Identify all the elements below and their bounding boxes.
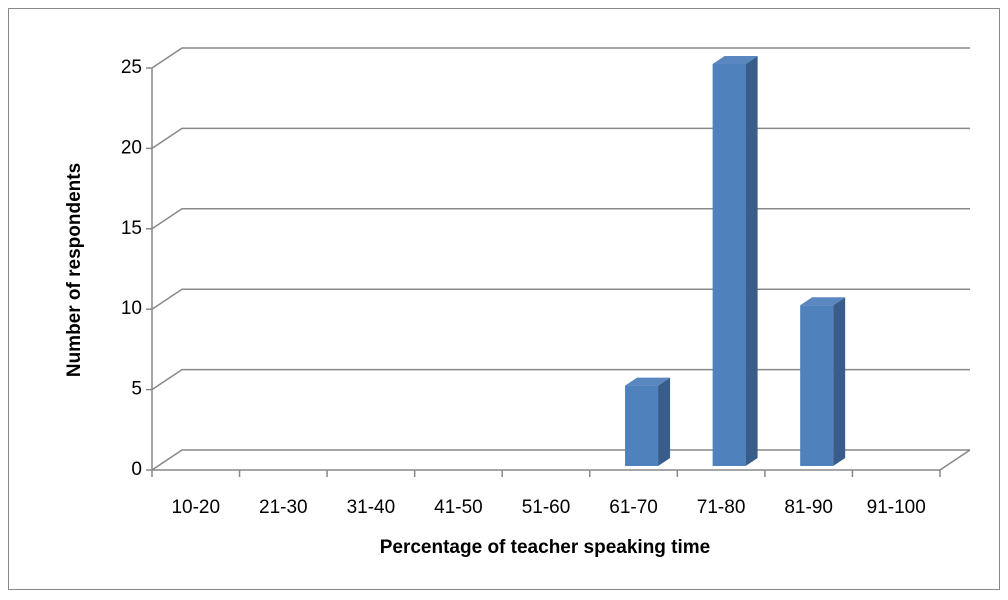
y-tick-label: 20 <box>121 137 142 158</box>
x-tick-label: 91-100 <box>867 497 926 518</box>
bar-front <box>800 305 834 466</box>
bar-front <box>625 385 659 466</box>
x-tick-label: 41-50 <box>434 497 483 518</box>
bar-side <box>745 56 758 466</box>
x-tick-label: 71-80 <box>697 497 746 518</box>
bar <box>625 377 671 466</box>
grid-line <box>151 368 970 391</box>
grid-line <box>151 127 970 150</box>
y-axis-title: Number of respondents <box>64 163 85 377</box>
bar <box>800 297 846 466</box>
bar-top <box>800 297 846 306</box>
bar-front <box>712 64 746 466</box>
x-tick-label: 10-20 <box>171 497 220 518</box>
bar-top <box>625 377 671 386</box>
x-tick-label: 51-60 <box>522 497 571 518</box>
chart-border <box>8 8 1000 590</box>
grid-line <box>151 449 970 471</box>
bar-side <box>658 377 671 466</box>
grid-line <box>151 47 970 69</box>
x-tick-label: 31-40 <box>347 497 396 518</box>
y-tick-label: 10 <box>121 298 142 319</box>
y-tick-label: 0 <box>131 459 142 480</box>
y-tick-label: 25 <box>121 57 142 78</box>
y-tick-label: 5 <box>131 379 142 400</box>
bar-side <box>833 297 846 466</box>
x-tick-label: 81-90 <box>784 497 833 518</box>
grid-line <box>151 288 970 310</box>
grid-line <box>151 208 970 230</box>
x-axis-title: Percentage of teacher speaking time <box>380 537 711 558</box>
bar-top <box>712 56 758 64</box>
y-tick-label: 15 <box>121 218 142 239</box>
x-tick-label: 61-70 <box>609 497 658 518</box>
x-tick-label: 21-30 <box>259 497 308 518</box>
bar <box>712 56 758 466</box>
